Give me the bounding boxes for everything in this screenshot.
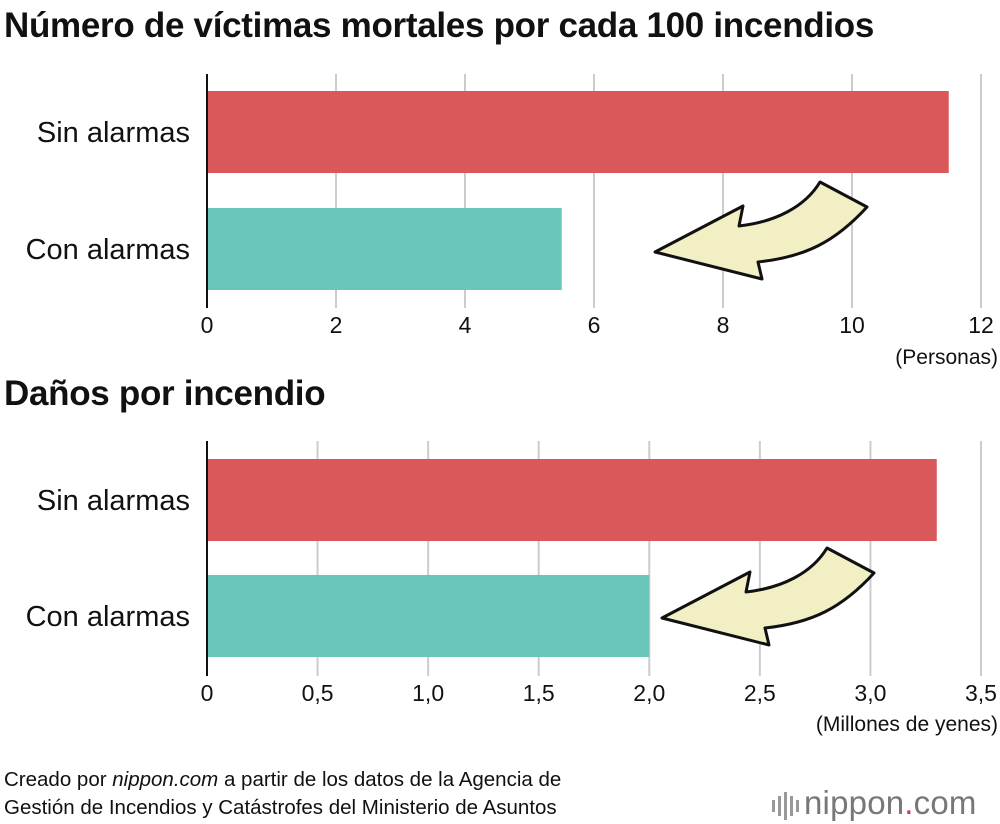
chart-2: Sin alarmas Con alarmas 0 0,5 1,0 1,5 2,0 2,5 3,… [26,441,998,736]
arrow-icon [660,546,876,647]
tick-label: 0,5 [302,680,334,706]
tick-label: 10 [839,312,865,338]
tick-label: 1,0 [412,680,444,706]
logo-dot: . [904,784,914,821]
unit-label: (Millones de yenes) [816,713,998,736]
logo-wordmark: nippon.com [804,784,977,822]
tick-label: 4 [459,312,472,338]
category-label: Con alarmas [26,234,190,266]
logo-bars-icon [772,792,799,820]
arrow-icon [653,180,869,281]
logo-name: nippon [804,784,905,821]
tick-label: 0 [201,312,214,338]
tick-label: 3,5 [965,680,997,706]
bar-con-alarmas [207,208,562,290]
source-note: Creado por nippon.com a partir de los da… [4,766,561,822]
tick-label: 2,5 [744,680,776,706]
chart-1: Sin alarmas Con alarmas 0 2 4 6 8 10 12 (Personas… [26,74,998,369]
chart-2-title: Daños por incendio [4,374,326,413]
tick-label: 2 [330,312,343,338]
tick-label: 12 [968,312,994,338]
bar-sin-alarmas [207,91,949,173]
chart-1-title: Número de víctimas mortales por cada 100… [4,6,875,45]
tick-label: 3,0 [854,680,886,706]
category-label: Sin alarmas [37,117,190,149]
tick-label: 6 [588,312,601,338]
bar-sin-alarmas [207,459,937,541]
source-site: nippon.com [112,768,219,791]
nippon-logo: nippon.com [770,784,998,822]
source-line-1: Creado por nippon.com a partir de los da… [4,766,561,794]
source-line-2: Gestión de Incendios y Catástrofes del M… [4,796,557,819]
tick-label: 2,0 [633,680,665,706]
tick-label: 8 [717,312,730,338]
category-label: Con alarmas [26,601,190,633]
logo-suffix: com [913,784,977,821]
bar-con-alarmas [207,575,650,657]
tick-label: 1,5 [523,680,555,706]
unit-label: (Personas) [895,346,998,369]
tick-label: 0 [201,680,214,706]
source-rest: a partir de los datos de la Agencia de [218,768,562,791]
category-label: Sin alarmas [37,485,190,517]
source-prefix: Creado por [4,768,113,791]
